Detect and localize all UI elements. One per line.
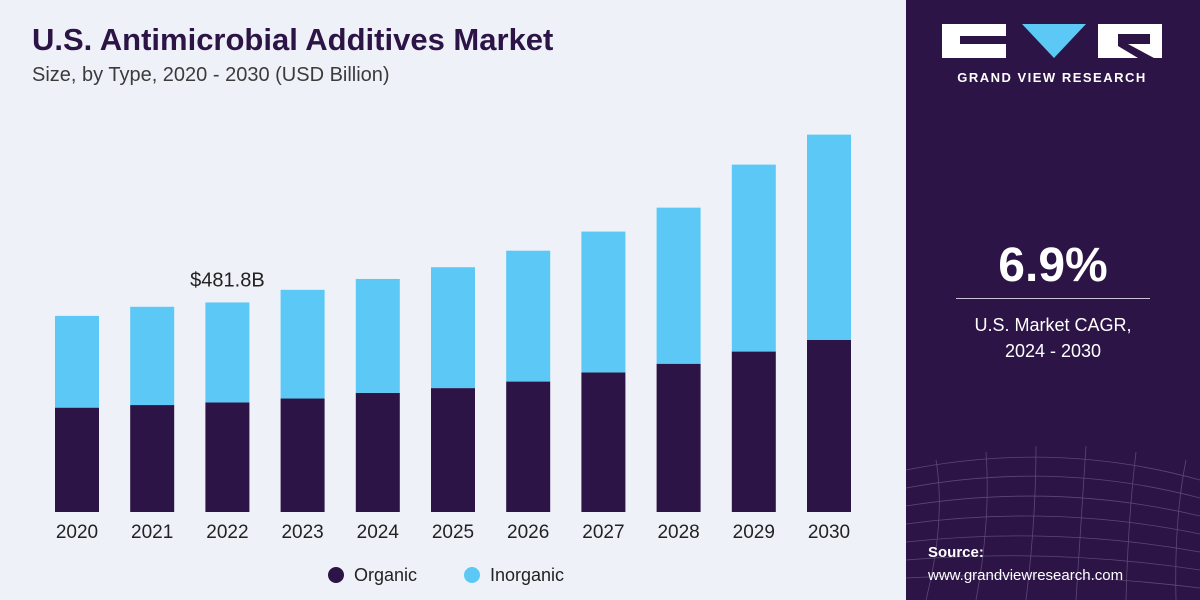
bar-inorganic-2028 xyxy=(656,207,701,364)
bar-organic-2027 xyxy=(581,372,626,512)
x-tick-label-2022: 2022 xyxy=(206,522,248,543)
bar-organic-2024 xyxy=(355,392,400,512)
bar-organic-2022 xyxy=(205,402,250,512)
cagr-value: 6.9% xyxy=(998,239,1108,292)
x-tick-label-2025: 2025 xyxy=(432,522,474,543)
x-tick-label-2027: 2027 xyxy=(582,522,624,543)
x-tick-label-2026: 2026 xyxy=(507,522,549,543)
cagr-label-line2: 2024 - 2030 xyxy=(1004,341,1102,361)
chart-title: U.S. Antimicrobial Additives Market xyxy=(32,22,554,57)
chart-panel: U.S. Antimicrobial Additives Market Size… xyxy=(0,0,906,600)
x-tick-label-2023: 2023 xyxy=(281,522,323,543)
bar-organic-2025 xyxy=(431,388,475,512)
legend-swatch-inorganic xyxy=(464,567,480,583)
bar-inorganic-2027 xyxy=(581,231,626,373)
bar-inorganic-2024 xyxy=(355,278,400,393)
legend-label-organic: Organic xyxy=(354,565,417,585)
legend-label-inorganic: Inorganic xyxy=(490,565,564,585)
x-tick-label-2024: 2024 xyxy=(357,522,400,543)
x-tick-label-2029: 2029 xyxy=(733,522,775,543)
source-label: Source: xyxy=(928,544,984,561)
bar-organic-2020 xyxy=(55,407,99,512)
x-tick-label-2030: 2030 xyxy=(808,522,850,543)
x-tick-label-2020: 2020 xyxy=(56,522,98,543)
bar-inorganic-2030 xyxy=(807,134,851,340)
bar-inorganic-2025 xyxy=(431,267,475,389)
bar-organic-2029 xyxy=(731,351,776,512)
bar-inorganic-2022 xyxy=(205,302,250,403)
bar-organic-2026 xyxy=(506,381,551,512)
data-label-2022: $481.8B xyxy=(190,269,265,291)
bar-organic-2021 xyxy=(130,405,175,512)
bar-chart: 2020 2021 2022 $481.8B 2023 2024 2025 2026 2027 2… xyxy=(55,134,851,585)
brand-logo xyxy=(942,24,1162,58)
cagr-label: U.S. Market CAGR, 2024 - 2030 xyxy=(906,312,1200,364)
sidebar: GRAND VIEW RESEARCH 6.9% U.S. Market CAG… xyxy=(906,0,1200,600)
brand-name: GRAND VIEW RESEARCH xyxy=(957,70,1147,85)
source-url[interactable]: www.grandviewresearch.com xyxy=(928,567,1124,584)
decorative-mesh xyxy=(906,445,1200,600)
bar-organic-2023 xyxy=(280,398,325,512)
bar-inorganic-2021 xyxy=(130,306,175,406)
x-tick-label-2028: 2028 xyxy=(657,522,699,543)
bar-organic-2030 xyxy=(807,339,851,512)
chart-subtitle: Size, by Type, 2020 - 2030 (USD Billion) xyxy=(32,64,390,86)
bar-organic-2028 xyxy=(656,363,701,512)
legend-swatch-organic xyxy=(328,567,344,583)
bar-inorganic-2029 xyxy=(731,164,776,352)
x-tick-label-2021: 2021 xyxy=(131,522,173,543)
bar-inorganic-2023 xyxy=(280,289,325,399)
bar-inorganic-2020 xyxy=(55,315,99,408)
cagr-divider xyxy=(956,298,1150,299)
cagr-label-line1: U.S. Market CAGR, xyxy=(974,315,1132,335)
bar-inorganic-2026 xyxy=(506,250,551,382)
